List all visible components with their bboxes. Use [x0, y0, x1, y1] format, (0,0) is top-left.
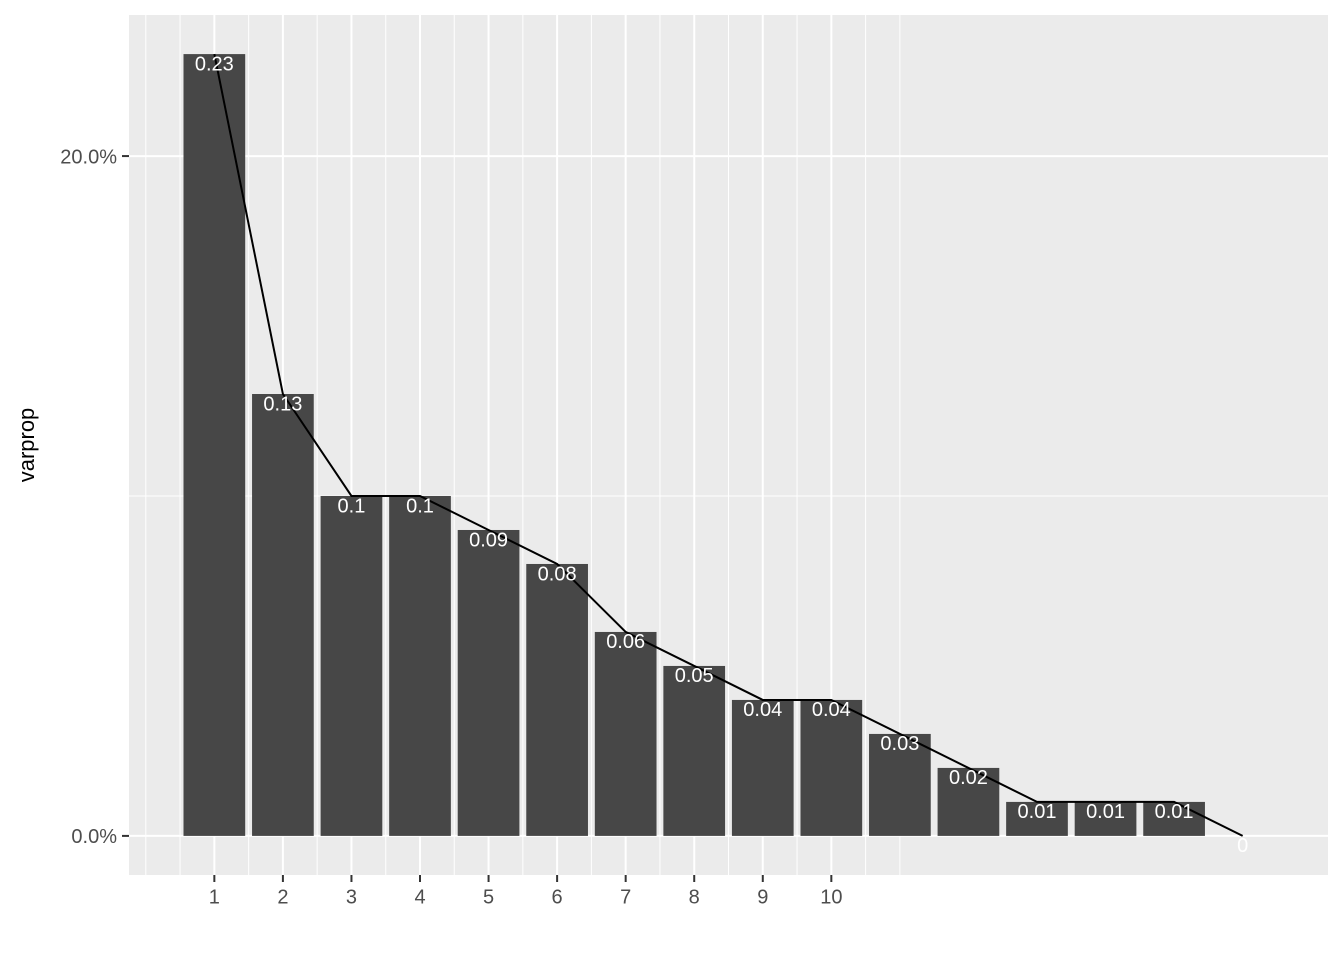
- x-tick-label: 10: [820, 886, 842, 908]
- bar: [594, 631, 657, 836]
- bar: [869, 733, 931, 836]
- bar: [457, 529, 520, 836]
- x-tick-label: 1: [209, 886, 220, 908]
- x-tick-label: 3: [346, 886, 357, 908]
- bar: [663, 665, 726, 836]
- x-tick-label: 7: [620, 886, 631, 908]
- y-tick-label: 20.0%: [60, 146, 117, 168]
- bar: [183, 54, 246, 836]
- data-label: 0.05: [675, 665, 714, 687]
- y-tick-label: 0.0%: [71, 826, 117, 848]
- data-label: 0.04: [812, 699, 851, 721]
- data-label: 0.01: [1018, 801, 1057, 823]
- data-label: 0.09: [469, 529, 508, 551]
- bar: [526, 563, 588, 836]
- bar: [1006, 801, 1068, 836]
- bar: [389, 495, 451, 836]
- bar: [320, 495, 383, 836]
- data-label: 0.04: [743, 699, 782, 721]
- data-label: 0.02: [949, 767, 988, 789]
- bar: [1074, 801, 1137, 836]
- bar: [252, 394, 314, 836]
- data-label: 0.23: [195, 53, 234, 75]
- data-label: 0.1: [338, 495, 366, 517]
- data-label: 0.01: [1086, 801, 1125, 823]
- data-label: 0.13: [263, 393, 302, 415]
- x-tick-label: 5: [483, 886, 494, 908]
- data-label: 0.08: [538, 563, 577, 585]
- bar: [800, 699, 863, 836]
- data-label: 0.01: [1155, 801, 1194, 823]
- x-tick-label: 9: [757, 886, 768, 908]
- y-axis-title: varprop: [14, 408, 39, 483]
- data-label: 0.1: [406, 495, 434, 517]
- bar: [1143, 801, 1205, 836]
- x-tick-label: 8: [689, 886, 700, 908]
- data-label: 0.03: [880, 733, 919, 755]
- bar: [937, 767, 1000, 836]
- data-label: 0.06: [606, 631, 645, 653]
- x-tick-label: 2: [277, 886, 288, 908]
- bar: [731, 699, 794, 836]
- x-tick-label: 4: [414, 886, 425, 908]
- data-label: 0: [1237, 835, 1248, 857]
- x-tick-label: 6: [552, 886, 563, 908]
- line: [213, 53, 1244, 837]
